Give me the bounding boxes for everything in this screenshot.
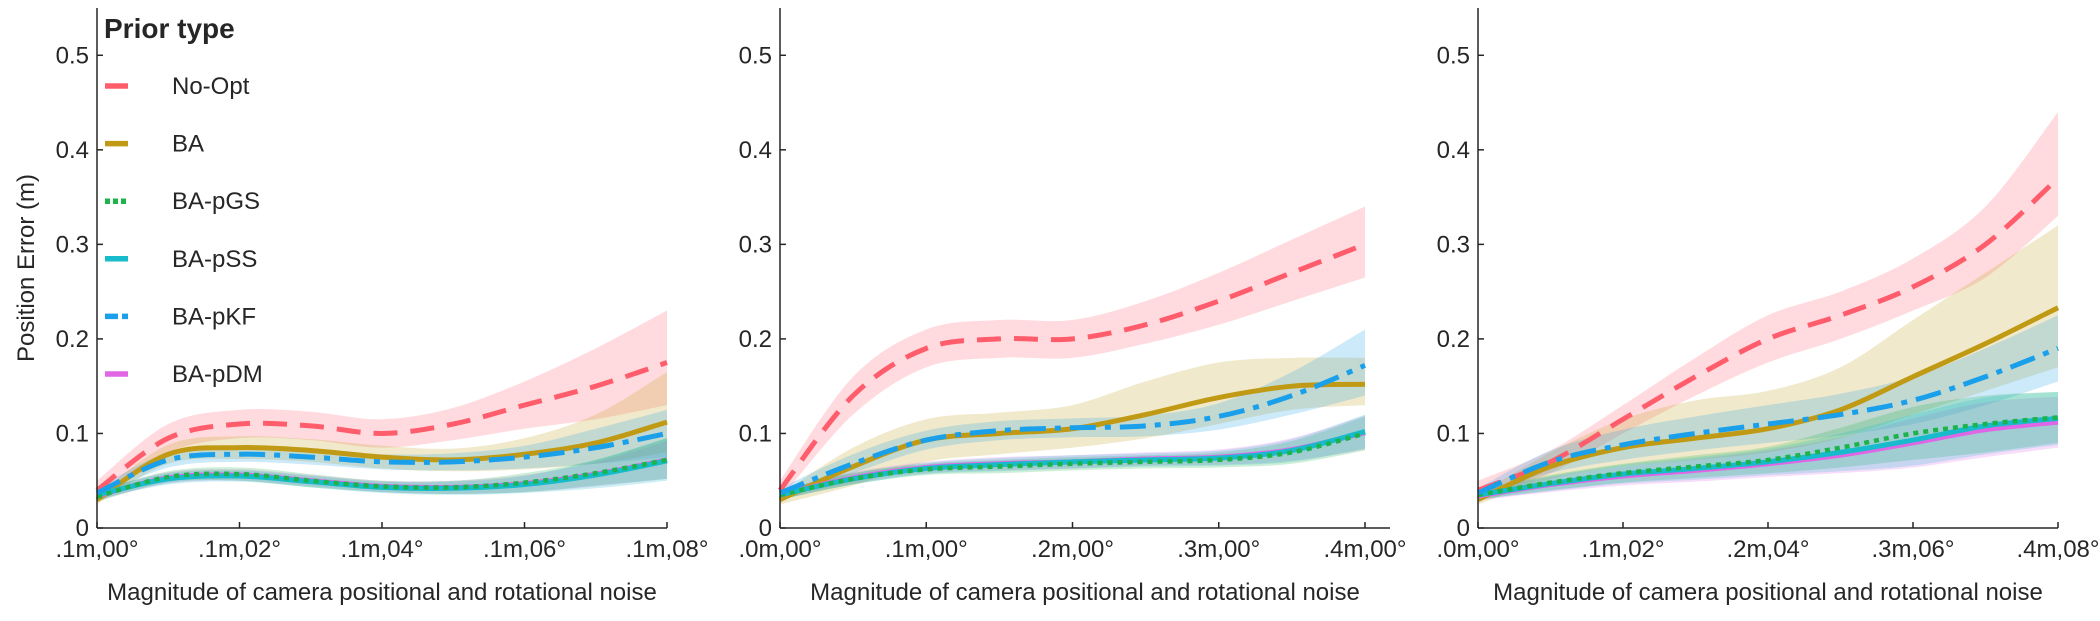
y-tick-label: 0.5 bbox=[56, 42, 89, 69]
x-axis-title: Magnitude of camera positional and rotat… bbox=[810, 579, 1360, 606]
x-tick-label: .3m,06° bbox=[1872, 536, 1955, 563]
x-tick-label: .1m,00° bbox=[885, 536, 968, 563]
y-tick-label: 0 bbox=[1457, 515, 1470, 542]
band-ba-pkf bbox=[780, 329, 1365, 498]
band-ba-pkf bbox=[1478, 315, 2058, 498]
y-tick-label: 0 bbox=[759, 515, 772, 542]
legend-label-ba: BA bbox=[172, 131, 204, 158]
y-tick-label: 0.2 bbox=[739, 326, 772, 353]
y-tick-label: 0.3 bbox=[739, 231, 772, 258]
y-tick-label: 0.5 bbox=[1437, 42, 1470, 69]
panel-3: 0 0.1 0.2 0.3 0.4 0.5 .0m,00° .1m,02° .2m,04° .3m… bbox=[1437, 8, 2100, 606]
x-tick-label: .1m,06° bbox=[483, 536, 566, 563]
y-tick-label: 0.4 bbox=[739, 137, 772, 164]
band-ba-pgs bbox=[780, 416, 1365, 500]
legend-label-ba-pgs: BA-pGS bbox=[172, 188, 260, 215]
series-line-ba-pgs bbox=[779, 431, 1366, 498]
x-tick-label: .2m,00° bbox=[1031, 536, 1114, 563]
x-tick-label: .2m,04° bbox=[1727, 536, 1810, 563]
y-tick-label: 0.5 bbox=[739, 42, 772, 69]
series-line-ba-pgs bbox=[1477, 415, 2059, 498]
series-line-ba-pkf bbox=[1477, 346, 2059, 496]
y-tick-label: 0.4 bbox=[56, 137, 89, 164]
x-tick-label: .4m,00° bbox=[1324, 536, 1407, 563]
series-line-ba bbox=[95, 419, 668, 502]
legend-title: Prior type bbox=[104, 13, 235, 44]
y-tick-label: 0.2 bbox=[1437, 326, 1470, 353]
band-no-opt bbox=[97, 310, 667, 500]
y-tick-label: 0.4 bbox=[1437, 137, 1470, 164]
x-tick-label: .4m,08° bbox=[2017, 536, 2100, 563]
x-tick-label: .3m,00° bbox=[1177, 536, 1260, 563]
legend: Prior type No-Opt BA BA-pGS BA-pSS BA-pKF BA-p… bbox=[104, 13, 263, 388]
series-line-ba-pkf bbox=[779, 363, 1366, 496]
series-line-ba bbox=[1476, 305, 2060, 502]
y-axis-title: Position Error (m) bbox=[13, 174, 40, 362]
band-ba-pss bbox=[780, 414, 1365, 500]
x-axis-title: Magnitude of camera positional and rotat… bbox=[107, 579, 657, 606]
series-line-ba-pkf bbox=[95, 430, 668, 496]
y-tick-label: 0.2 bbox=[56, 326, 89, 353]
panel-1: 0 0.1 0.2 0.3 0.4 0.5 .1m,00° .1m,02° .1m,04° .1m… bbox=[13, 8, 708, 606]
y-tick-label: 0.3 bbox=[56, 231, 89, 258]
band-no-opt bbox=[780, 206, 1365, 500]
x-tick-label: .1m,02° bbox=[1582, 536, 1665, 563]
y-tick-label: 0 bbox=[76, 515, 89, 542]
y-tick-label: 0.1 bbox=[739, 420, 772, 447]
band-ba bbox=[97, 372, 667, 505]
x-tick-label: .1m,02° bbox=[198, 536, 281, 563]
series-line-no-opt bbox=[778, 242, 1366, 492]
legend-label-no-opt: No-Opt bbox=[172, 73, 250, 100]
x-tick-label: .0m,00° bbox=[739, 536, 822, 563]
band-ba-pdm bbox=[780, 415, 1365, 500]
x-axis-title: Magnitude of camera positional and rotat… bbox=[1493, 579, 2043, 606]
panel-2: 0 0.1 0.2 0.3 0.4 0.5 .0m,00° .1m,00° .2m,00° .3m… bbox=[739, 8, 1407, 606]
legend-label-ba-pss: BA-pSS bbox=[172, 246, 257, 273]
legend-label-ba-pkf: BA-pKF bbox=[172, 303, 256, 330]
x-tick-label: .1m,00° bbox=[56, 536, 139, 563]
x-tick-label: .1m,08° bbox=[626, 536, 709, 563]
band-ba bbox=[1478, 225, 2058, 505]
y-tick-label: 0.3 bbox=[1437, 231, 1470, 258]
series-line-no-opt bbox=[95, 360, 668, 493]
band-no-opt bbox=[1478, 112, 2058, 500]
y-tick-label: 0.1 bbox=[56, 420, 89, 447]
x-tick-label: .1m,04° bbox=[341, 536, 424, 563]
y-tick-label: 0.1 bbox=[1437, 420, 1470, 447]
series-line-ba-pgs bbox=[96, 457, 668, 499]
x-tick-label: .0m,00° bbox=[1437, 536, 1520, 563]
legend-label-ba-pdm: BA-pDM bbox=[172, 361, 263, 388]
